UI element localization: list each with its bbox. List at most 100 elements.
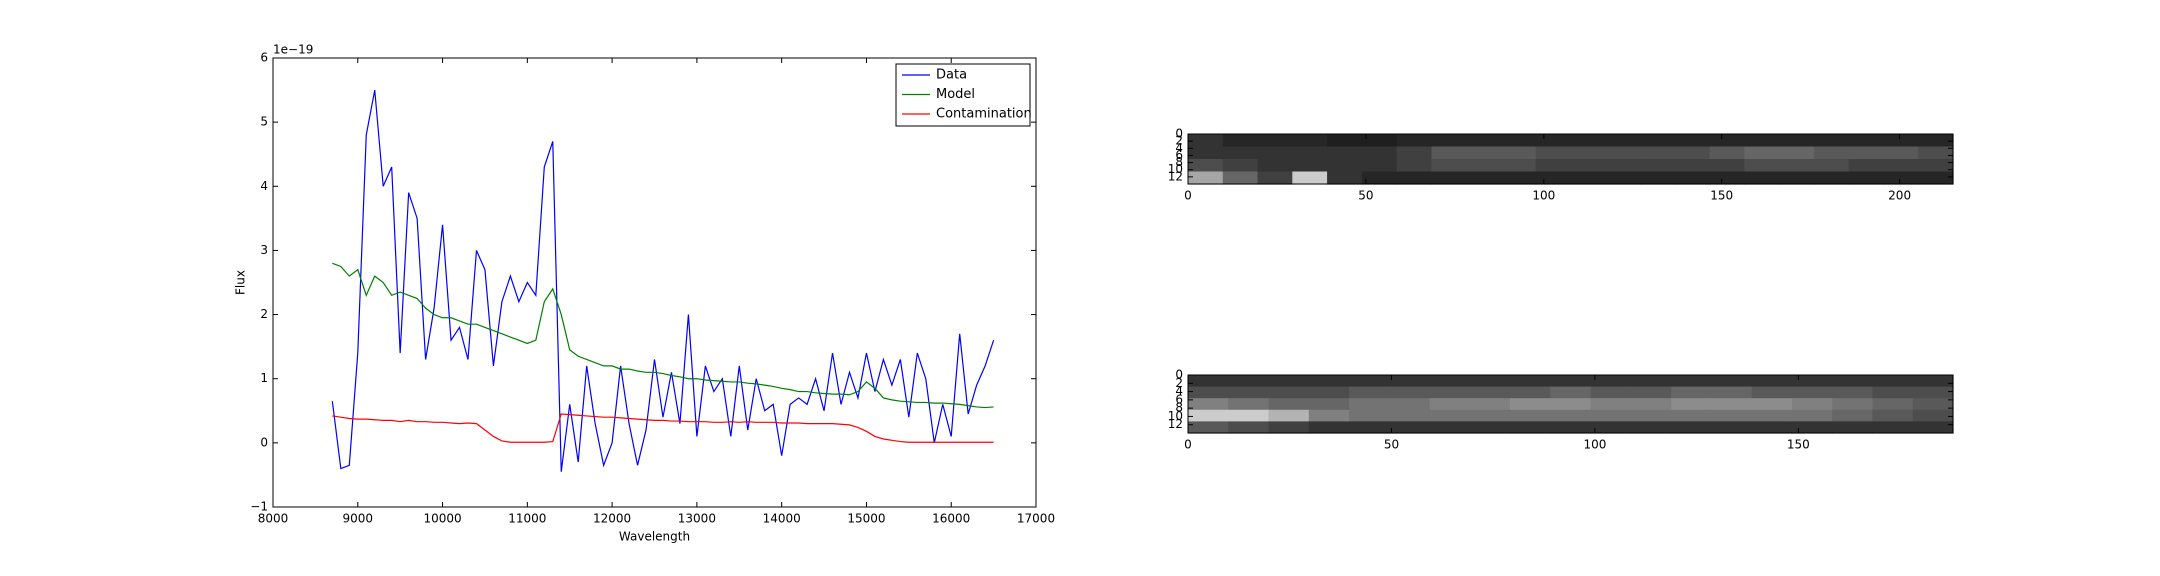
image-cell	[1500, 171, 1537, 185]
image-cell	[1268, 398, 1310, 411]
image-cell	[1872, 421, 1914, 434]
x-tick-label: 10000	[423, 512, 461, 526]
x-tick-label: 150	[1787, 438, 1810, 452]
y-tick-label: 12	[1168, 417, 1183, 431]
y-tick-label: 6	[1175, 148, 1183, 162]
image-cell	[1779, 134, 1815, 148]
x-tick-label: 16000	[932, 512, 970, 526]
image-cell	[1268, 421, 1310, 434]
image-cell	[1268, 409, 1310, 422]
y-tick-label: 0	[1175, 368, 1183, 382]
image-cell	[1429, 409, 1471, 422]
series-line	[332, 262, 994, 409]
image-cell	[1605, 134, 1641, 148]
image-cell	[1883, 159, 1919, 173]
image-cell	[1292, 146, 1328, 160]
image-cell	[1570, 134, 1606, 148]
image-cell	[1389, 409, 1431, 422]
image-cell	[1292, 159, 1328, 173]
image-cell	[1222, 171, 1259, 185]
y-tick-label: 5	[260, 115, 268, 129]
y-tick-label: 3	[260, 243, 268, 257]
image-cell	[1188, 375, 1229, 388]
image-cell	[1630, 409, 1672, 422]
image-cell	[1630, 421, 1672, 434]
image-cell	[1268, 375, 1310, 388]
image-cell	[1500, 159, 1537, 173]
image-cell	[1872, 398, 1914, 411]
image-cell	[1671, 398, 1713, 411]
image-cell	[1327, 159, 1363, 173]
image-cell	[1570, 171, 1606, 185]
y-tick-label: 2	[1175, 134, 1183, 148]
image-cell	[1813, 134, 1850, 148]
image-cell	[1709, 159, 1745, 173]
y-tick-label: 2	[260, 307, 268, 321]
x-tick-label: 50	[1358, 189, 1373, 203]
y-axis-label: Flux	[234, 270, 248, 295]
image-cell	[1671, 421, 1713, 434]
image-cell	[1640, 159, 1676, 173]
image-cell	[1396, 171, 1433, 185]
image-cell	[1389, 398, 1431, 411]
image-cell	[1349, 386, 1390, 399]
image-cell	[1711, 375, 1753, 388]
image-cell	[1466, 146, 1502, 160]
image-cell	[1510, 421, 1551, 434]
image-cell	[1466, 171, 1502, 185]
x-tick-label: 11000	[508, 512, 546, 526]
image-cell	[1744, 134, 1780, 148]
image-cell	[1711, 421, 1753, 434]
image-cell	[1640, 146, 1676, 160]
image-cell	[1671, 386, 1713, 399]
x-tick-label: 15000	[847, 512, 885, 526]
x-tick-label: 100	[1532, 189, 1555, 203]
image-cell	[1188, 146, 1224, 160]
image-cell	[1550, 386, 1592, 399]
image-cell	[1709, 146, 1745, 160]
image-cell	[1674, 159, 1711, 173]
image-cell	[1188, 386, 1229, 399]
image-cell	[1872, 375, 1914, 388]
y-tick-label: 4	[1175, 141, 1183, 155]
image-cell	[1535, 159, 1572, 173]
image-cell	[1630, 398, 1672, 411]
y-tick-label: 4	[1175, 384, 1183, 398]
image-cell	[1500, 134, 1537, 148]
image-cell	[1228, 398, 1270, 411]
y-tick-label: 8	[1175, 401, 1183, 415]
offset-label: 1e−19	[273, 43, 313, 57]
axes-frame	[272, 57, 1037, 508]
y-tick-label: 4	[260, 179, 268, 193]
image-cell	[1396, 134, 1433, 148]
image-cell	[1349, 398, 1390, 411]
image-cell	[1292, 134, 1328, 148]
image-cell	[1535, 171, 1572, 185]
image-cell	[1630, 375, 1672, 388]
image-cell	[1912, 386, 1954, 399]
image-cell	[1550, 375, 1592, 388]
image-cell	[1832, 398, 1874, 411]
image-cell	[1228, 409, 1270, 422]
image-cell	[1640, 134, 1676, 148]
x-tick-label: 200	[1888, 189, 1911, 203]
image-cell	[1590, 375, 1632, 388]
image-cell	[1640, 171, 1676, 185]
image-cell	[1813, 146, 1850, 160]
image-cell	[1466, 134, 1502, 148]
image-cell	[1257, 134, 1293, 148]
image-cell	[1308, 386, 1350, 399]
image-cell	[1791, 398, 1833, 411]
image-cell	[1832, 375, 1874, 388]
image-cell	[1431, 146, 1467, 160]
image-cell	[1918, 171, 1954, 185]
image-cell	[1779, 159, 1815, 173]
image-cell	[1361, 171, 1398, 185]
image-cell	[1188, 171, 1224, 185]
image-cell	[1308, 375, 1350, 388]
y-tick-label: 6	[1175, 392, 1183, 406]
y-tick-label: 0	[1175, 127, 1183, 141]
image-cell	[1308, 398, 1350, 411]
image-cell	[1308, 409, 1350, 422]
